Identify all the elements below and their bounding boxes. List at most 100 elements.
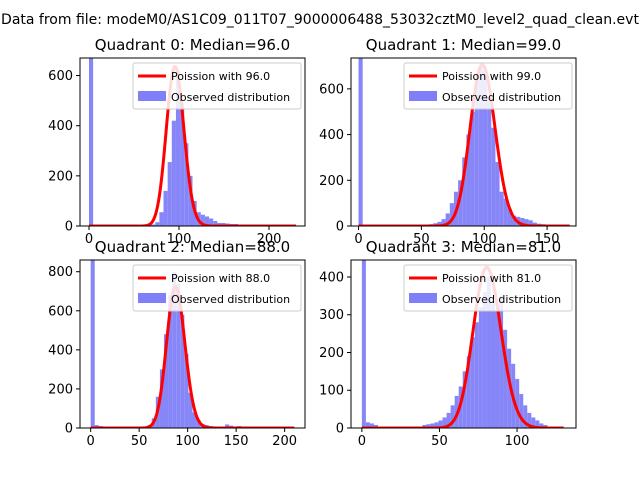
poisson-curve	[89, 65, 296, 226]
x-tick-label: 0	[358, 434, 366, 449]
histogram-bar	[495, 162, 500, 226]
histogram-bar	[225, 424, 230, 428]
histogram-bar	[523, 405, 528, 428]
histogram-bar	[90, 260, 95, 428]
histogram-bar	[358, 58, 363, 226]
y-tick-label: 400	[319, 270, 344, 285]
histogram-bar	[535, 420, 540, 428]
legend-label-poisson: Poission with 96.0	[171, 70, 270, 83]
histogram-bar	[167, 162, 172, 226]
x-tick-label: 50	[413, 232, 430, 247]
histogram-bar	[200, 214, 205, 226]
histogram-bar	[507, 348, 512, 428]
histogram-bar	[441, 219, 446, 226]
axes-frame	[79, 259, 306, 429]
histogram-bar	[89, 58, 94, 226]
histogram-bar	[369, 423, 374, 428]
histogram-bar	[470, 111, 475, 226]
x-tick-label: 150	[535, 232, 560, 247]
histogram-bar	[171, 120, 176, 226]
x-tick-label: 100	[167, 232, 192, 247]
histogram-bar	[515, 378, 520, 428]
histogram-bar	[519, 394, 524, 428]
legend-label-poisson: Poission with 81.0	[442, 272, 541, 285]
histogram-bar	[478, 66, 483, 226]
histogram-bar	[204, 216, 210, 226]
histogram-bar	[470, 337, 475, 428]
poisson-curve	[361, 266, 564, 428]
axes-frame	[350, 259, 577, 429]
histogram-bar	[524, 219, 529, 226]
histogram-bar	[528, 220, 533, 226]
legend-box	[132, 62, 302, 110]
subplot-title: Quadrant 0: Median=96.0	[95, 36, 290, 54]
legend-patch-swatch	[138, 293, 166, 303]
histogram-bar	[512, 215, 517, 226]
histogram-bar	[213, 220, 218, 226]
histogram-bar	[499, 191, 504, 226]
histogram-bar	[159, 212, 164, 226]
histogram-bar	[478, 307, 483, 428]
y-tick-label: 400	[48, 343, 73, 358]
histogram-bar	[188, 175, 193, 226]
axes-frame	[350, 57, 577, 227]
histogram-bar	[449, 203, 454, 226]
y-tick-label: 400	[48, 119, 73, 134]
histogram-bar	[175, 70, 181, 226]
y-tick-label: 600	[48, 304, 73, 319]
legend-patch-swatch	[138, 91, 166, 101]
legend: Poission with 88.0 Observed distribution	[132, 264, 302, 312]
y-tick-label: 200	[319, 346, 344, 361]
histogram-bar	[430, 423, 435, 428]
poisson-curve	[90, 285, 295, 428]
histogram-bar	[180, 103, 185, 226]
histogram-bar	[163, 334, 169, 428]
histogram-bar	[422, 424, 427, 428]
histogram-bars	[90, 260, 295, 428]
histogram-bar	[482, 70, 488, 226]
x-tick-label: 150	[224, 434, 249, 449]
histogram-bar	[487, 98, 492, 226]
axes-frame	[79, 57, 306, 227]
subplot-quadrant-1: 0 50 100 150 0 200 400 600 Quadrant 1: Median=99…	[319, 36, 577, 247]
histogram-bar	[192, 412, 197, 428]
histogram-bar	[520, 218, 525, 226]
histogram-bar	[221, 222, 226, 226]
x-tick-label: 100	[472, 232, 497, 247]
histogram-bar	[532, 222, 537, 226]
subplot-title: Quadrant 2: Median=88.0	[95, 238, 290, 256]
y-tick-label: 600	[319, 82, 344, 97]
subplot-title: Quadrant 3: Median=81.0	[366, 238, 561, 256]
histogram-bar	[155, 222, 160, 226]
histogram-bar	[426, 424, 431, 428]
y-tick-label: 800	[48, 265, 73, 280]
histogram-bar	[466, 134, 471, 226]
legend-label-observed: Observed distribution	[171, 91, 290, 104]
x-tick-label: 100	[175, 434, 200, 449]
y-tick-label: 0	[65, 422, 73, 437]
x-tick-label: 0	[87, 434, 95, 449]
legend-patch-swatch	[409, 91, 437, 101]
histogram-bar	[450, 405, 455, 428]
histogram-bar	[446, 412, 451, 428]
legend-box	[403, 62, 573, 110]
histogram-bar	[491, 127, 496, 226]
histogram-bar	[490, 303, 495, 428]
x-tick-label: 100	[505, 434, 530, 449]
y-tick-label: 200	[48, 382, 73, 397]
legend: Poission with 96.0 Observed distribution	[132, 62, 302, 110]
subplot-quadrant-3: 0 50 100 0 100 200 300 400 Quadrant 3: Median=81…	[319, 238, 577, 449]
figure-suptitle: Data from file: modeM0/AS1C09_011T07_900…	[1, 12, 639, 28]
legend-label-poisson: Poission with 99.0	[442, 70, 541, 83]
legend-label-observed: Observed distribution	[442, 91, 561, 104]
subplot-quadrant-0: 0 100 200 0 200 400 600 Quadrant 0: Median=96.0…	[48, 36, 306, 247]
histogram-bar	[486, 276, 491, 428]
legend: Poission with 81.0 Observed distribution	[403, 264, 573, 312]
histogram-bar	[527, 412, 532, 428]
legend-label-observed: Observed distribution	[442, 293, 561, 306]
histogram-bar	[466, 356, 471, 428]
histogram-bar	[151, 224, 156, 226]
histogram-bar	[365, 422, 370, 428]
y-tick-label: 200	[48, 169, 73, 184]
legend-box	[403, 264, 573, 312]
